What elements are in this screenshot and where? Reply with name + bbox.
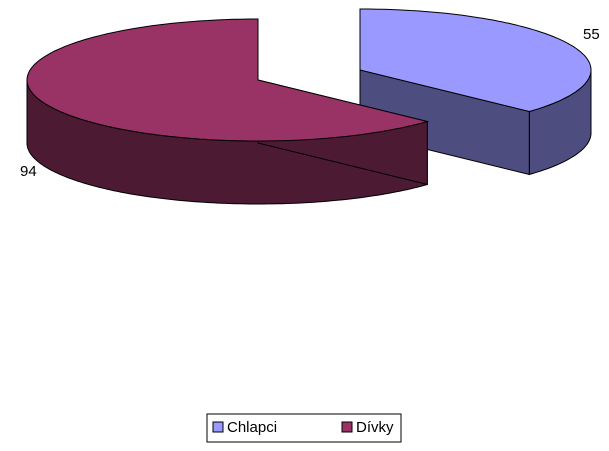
- legend-box: [206, 413, 402, 443]
- data-label: 94: [20, 163, 37, 180]
- data-label: 55: [583, 26, 600, 43]
- legend-swatch: [341, 421, 353, 433]
- legend-label: Chlapci: [227, 419, 277, 436]
- slice-top: [26, 18, 430, 142]
- legend-swatch: [212, 421, 224, 433]
- slice-top: [359, 8, 592, 113]
- legend-label: Dívky: [356, 419, 394, 436]
